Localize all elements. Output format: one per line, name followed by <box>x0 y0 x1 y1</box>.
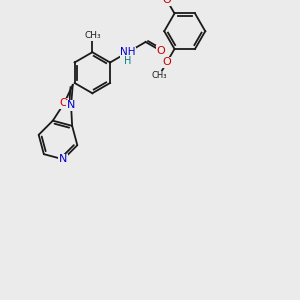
Text: H: H <box>124 56 131 66</box>
Text: O: O <box>162 0 171 5</box>
Text: O: O <box>156 46 165 56</box>
Text: CH₃: CH₃ <box>84 31 101 40</box>
Text: N: N <box>59 154 68 164</box>
Text: N: N <box>67 100 75 110</box>
Text: NH: NH <box>120 47 136 57</box>
Text: CH₃: CH₃ <box>152 71 167 80</box>
Text: O: O <box>162 57 171 67</box>
Text: O: O <box>60 98 68 109</box>
